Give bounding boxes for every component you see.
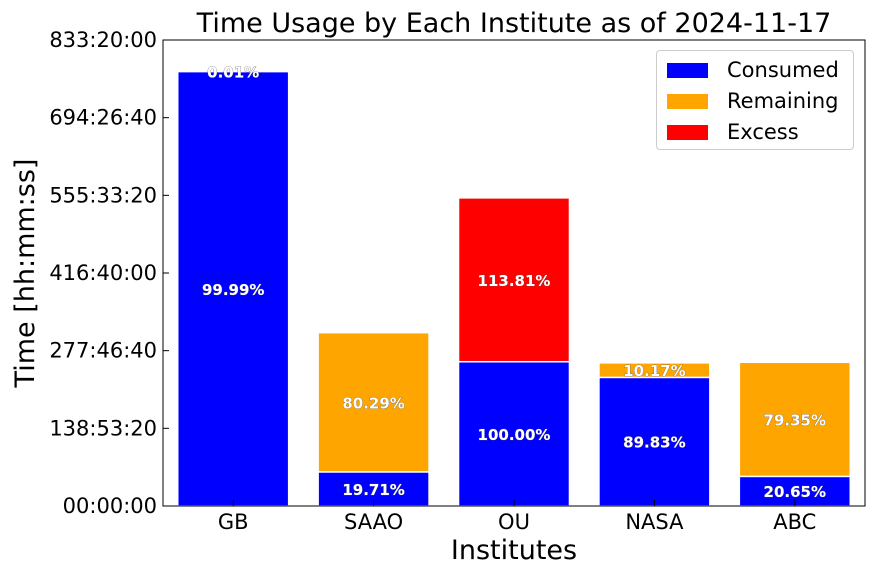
x-tick-label-gb: GB	[218, 510, 249, 534]
bar-ou-consumed	[457, 360, 571, 507]
bar-labels-layer: 99.99% 0.01% 19.71% 80.29% 100.00% 113.81% 89.…	[202, 63, 827, 501]
data-label-saao-consumed: 19.71%	[342, 481, 404, 499]
legend-label-remaining: Remaining	[727, 89, 839, 113]
y-tick-label: 416:40:00	[49, 261, 157, 285]
y-axis: 00:00:00 138:53:20 277:46:40 416:40:00 555:3…	[49, 28, 169, 518]
legend-item-consumed: Consumed	[667, 57, 839, 83]
bar-nasa-remaining	[598, 362, 711, 379]
bars-layer	[176, 70, 852, 507]
data-label-ou-excess: 113.81%	[478, 272, 551, 290]
chart-title: Time Usage by Each Institute as of 2024-…	[196, 8, 832, 39]
y-tick-label: 694:26:40	[49, 106, 157, 130]
bar-nasa-consumed	[598, 376, 711, 507]
y-tick-label: 138:53:20	[49, 416, 157, 440]
x-tick-label-abc: ABC	[773, 510, 816, 534]
y-tick-label: 833:20:00	[49, 28, 157, 52]
legend-label-consumed: Consumed	[727, 58, 839, 82]
x-axis: GB SAAO OU NASA ABC	[218, 500, 816, 534]
x-axis-label: Institutes	[451, 535, 577, 566]
y-tick-label: 277:46:40	[49, 339, 157, 363]
legend: Consumed Remaining Excess	[656, 50, 854, 150]
data-label-saao-remaining: 80.29%	[342, 394, 404, 412]
y-tick-label: 00:00:00	[63, 494, 157, 518]
legend-swatch-remaining	[667, 93, 708, 109]
x-tick-label-nasa: NASA	[625, 510, 684, 534]
bar-saao-remaining	[317, 331, 430, 473]
x-tick-label-saao: SAAO	[344, 510, 403, 534]
y-axis-label: Time [hh:mm:ss]	[10, 159, 41, 389]
bar-gb-consumed	[176, 70, 290, 507]
data-label-gb-remaining: 0.01%	[207, 63, 259, 81]
legend-swatch-consumed	[667, 62, 708, 78]
legend-label-excess: Excess	[727, 120, 799, 144]
data-label-ou-consumed: 100.00%	[478, 426, 551, 444]
legend-swatch-excess	[667, 124, 708, 140]
data-label-gb-consumed: 99.99%	[202, 281, 264, 299]
legend-item-remaining: Remaining	[667, 88, 839, 114]
bar-ou-excess	[457, 197, 571, 363]
y-tick-label: 555:33:20	[49, 183, 157, 207]
x-tick-label-ou: OU	[498, 510, 530, 534]
data-label-abc-remaining: 79.35%	[764, 411, 826, 429]
bar-abc-remaining	[738, 361, 852, 478]
data-label-nasa-remaining: 10.17%	[623, 362, 685, 380]
data-label-nasa-consumed: 89.83%	[623, 434, 685, 452]
legend-item-excess: Excess	[667, 119, 799, 145]
data-label-abc-consumed: 20.65%	[764, 483, 826, 501]
